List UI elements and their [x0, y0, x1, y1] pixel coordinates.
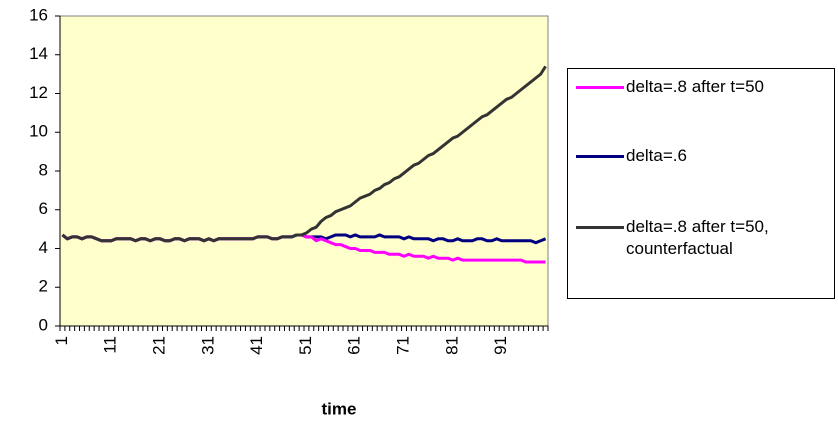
legend-item: delta=.6 — [576, 145, 831, 167]
y-tick-label: 10 — [29, 122, 48, 141]
legend-swatch — [576, 86, 624, 89]
y-tick-label: 0 — [39, 315, 48, 334]
plot-area — [59, 15, 549, 327]
series-line — [61, 65, 547, 243]
x-tick-label: 51 — [296, 336, 315, 355]
y-tick-label: 8 — [39, 160, 48, 179]
y-tick-label: 12 — [29, 83, 48, 102]
y-tick-label: 16 — [29, 5, 48, 24]
x-tick-label: 11 — [101, 336, 120, 354]
x-axis-title: time — [322, 399, 357, 418]
y-tick-label: 2 — [39, 277, 48, 296]
x-tick-label: 41 — [247, 336, 266, 355]
legend-swatch — [576, 226, 624, 229]
legend-item: delta=.8 after t=50 — [576, 76, 831, 98]
x-tick-label: 21 — [150, 336, 169, 355]
x-tick-label: 61 — [345, 336, 364, 355]
legend-item: delta=.8 after t=50, counterfactual — [576, 216, 831, 260]
y-tick-label: 6 — [39, 199, 48, 218]
x-tick-label: 71 — [394, 336, 413, 355]
y-tick-label: 14 — [29, 44, 48, 63]
x-tick-label: 81 — [442, 336, 461, 355]
legend-swatch — [576, 155, 624, 158]
y-tick-label: 4 — [39, 238, 48, 257]
legend-label: delta=.8 after t=50, counterfactual — [626, 217, 769, 258]
x-tick-label: 1 — [52, 336, 71, 345]
legend-label: delta=.6 — [626, 146, 687, 165]
legend-label: delta=.8 after t=50 — [626, 77, 764, 96]
x-tick-label: 31 — [198, 336, 217, 355]
x-tick-label: 91 — [491, 336, 510, 355]
legend: delta=.8 after t=50 delta=.6 delta=.8 afte… — [567, 68, 835, 299]
